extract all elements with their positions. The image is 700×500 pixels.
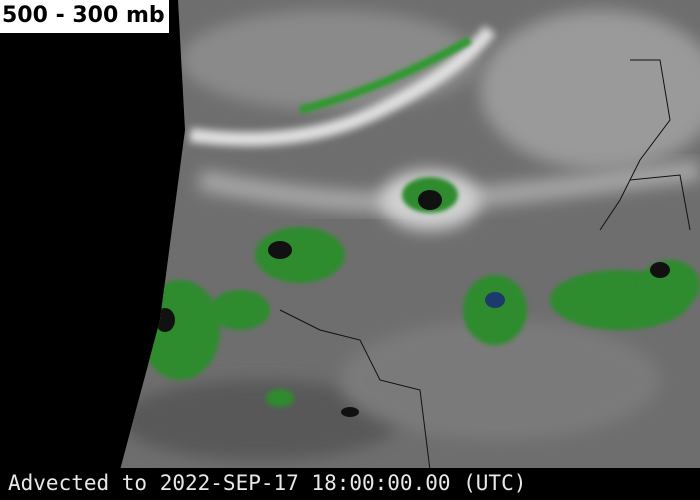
timestamp: Advected to 2022-SEP-17 18:00:00.00 (UTC… [0,468,700,500]
layer-title: 500 - 300 mb [0,0,169,33]
cloud-field [120,10,700,470]
